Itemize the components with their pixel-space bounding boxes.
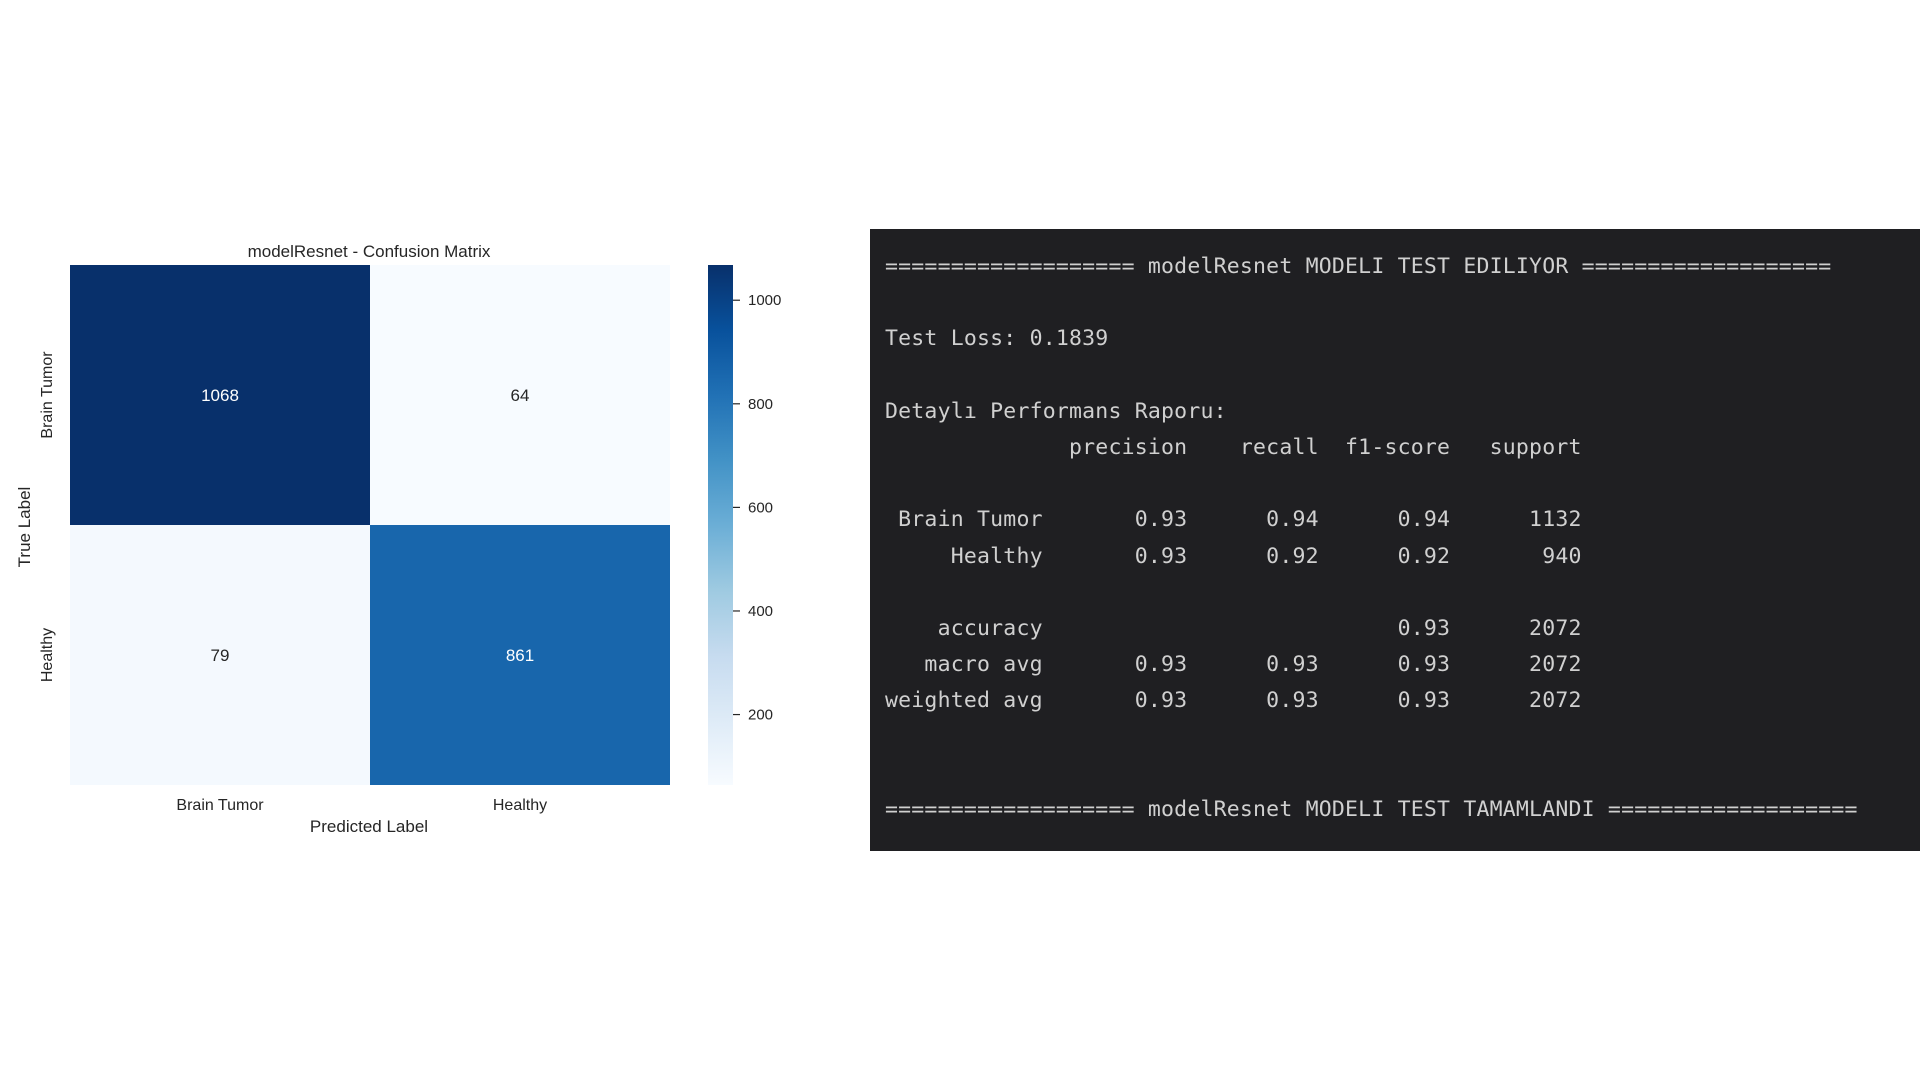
cell-value-label: 79 [211,646,230,665]
confusion-matrix-chart: modelResnet - Confusion Matrix 1068 64 79 8… [15,242,781,836]
terminal-panel: =================== modelResnet MODELI T… [870,229,1920,851]
colorbar-tick-label: 800 [748,396,773,413]
heatmap-cells: 1068 64 79 861 [70,265,670,785]
heatmap-cell [370,265,670,525]
heatmap-cell [70,525,370,785]
colorbar-tick-label: 200 [748,707,773,724]
colorbar [708,265,733,785]
heatmap-cell [70,265,370,525]
cell-value-label: 861 [506,646,534,665]
colorbar-tick-label: 400 [748,603,773,620]
y-tick-label: Brain Tumor [39,351,56,439]
y-tick-label: Healthy [39,628,56,682]
x-tick-labels: Brain Tumor Healthy [176,797,547,814]
x-tick-label: Healthy [493,797,547,814]
colorbar-ticks: 200 400 600 800 1000 [733,292,781,724]
x-axis-label: Predicted Label [310,817,428,836]
x-tick-label: Brain Tumor [176,797,264,814]
heatmap-cell [370,525,670,785]
colorbar-tick-label: 1000 [748,292,781,309]
terminal-output: =================== modelResnet MODELI T… [885,254,1858,823]
y-axis-label: True Label [15,487,34,568]
cell-value-label: 64 [511,386,530,405]
chart-title: modelResnet - Confusion Matrix [248,242,491,261]
y-tick-labels: Brain Tumor Healthy [39,351,56,682]
cell-value-label: 1068 [201,386,239,405]
colorbar-tick-label: 600 [748,499,773,516]
